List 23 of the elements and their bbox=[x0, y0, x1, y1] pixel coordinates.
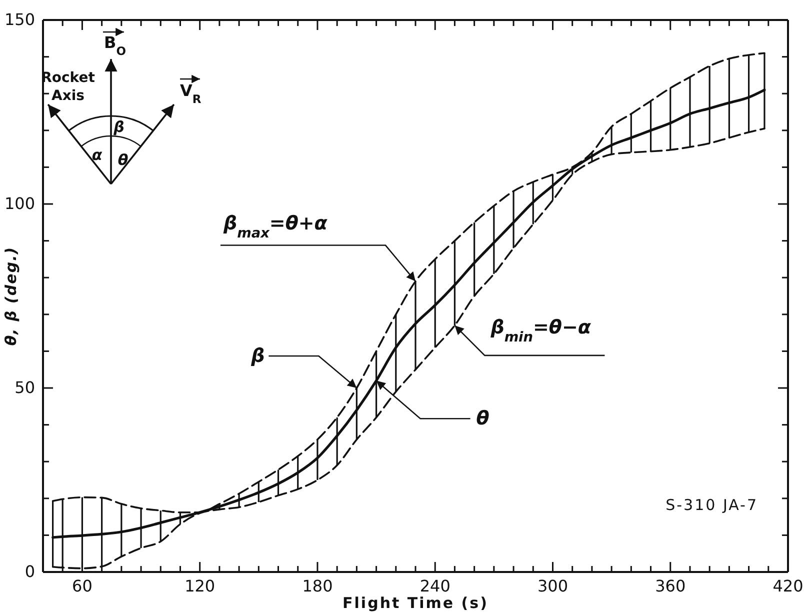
x-tick-label: 420 bbox=[772, 576, 804, 596]
annotation: S-310 JA-7 bbox=[666, 496, 758, 514]
annotation: β bbox=[112, 118, 124, 136]
annotation: α bbox=[92, 146, 103, 164]
x-tick-label: 180 bbox=[302, 576, 333, 596]
x-tick-label: 360 bbox=[655, 576, 686, 596]
x-tick-label: 240 bbox=[420, 576, 450, 596]
annotation: β bbox=[250, 345, 265, 367]
x-tick-label: 120 bbox=[184, 576, 216, 596]
annotation: θ bbox=[118, 151, 128, 169]
annotation: β$_{min}$=θ−α bbox=[490, 316, 592, 346]
x-tick-label: 300 bbox=[537, 576, 568, 596]
annotation: B$_{O}$ bbox=[104, 33, 126, 58]
y-tick-label: 0 bbox=[24, 562, 35, 582]
y-tick-label: 100 bbox=[4, 194, 35, 214]
annotation: V$_{R}$ bbox=[180, 81, 202, 106]
y-tick-label: 150 bbox=[4, 10, 35, 30]
x-tick-label: 60 bbox=[72, 576, 92, 596]
y-axis-title: θ, β (deg.) bbox=[2, 246, 20, 346]
x-axis-title: Flight Time (s) bbox=[342, 594, 488, 612]
annotation: β$_{max}$=θ+α bbox=[222, 212, 328, 242]
y-tick-label: 50 bbox=[14, 378, 35, 398]
annotation: θ bbox=[476, 408, 490, 430]
